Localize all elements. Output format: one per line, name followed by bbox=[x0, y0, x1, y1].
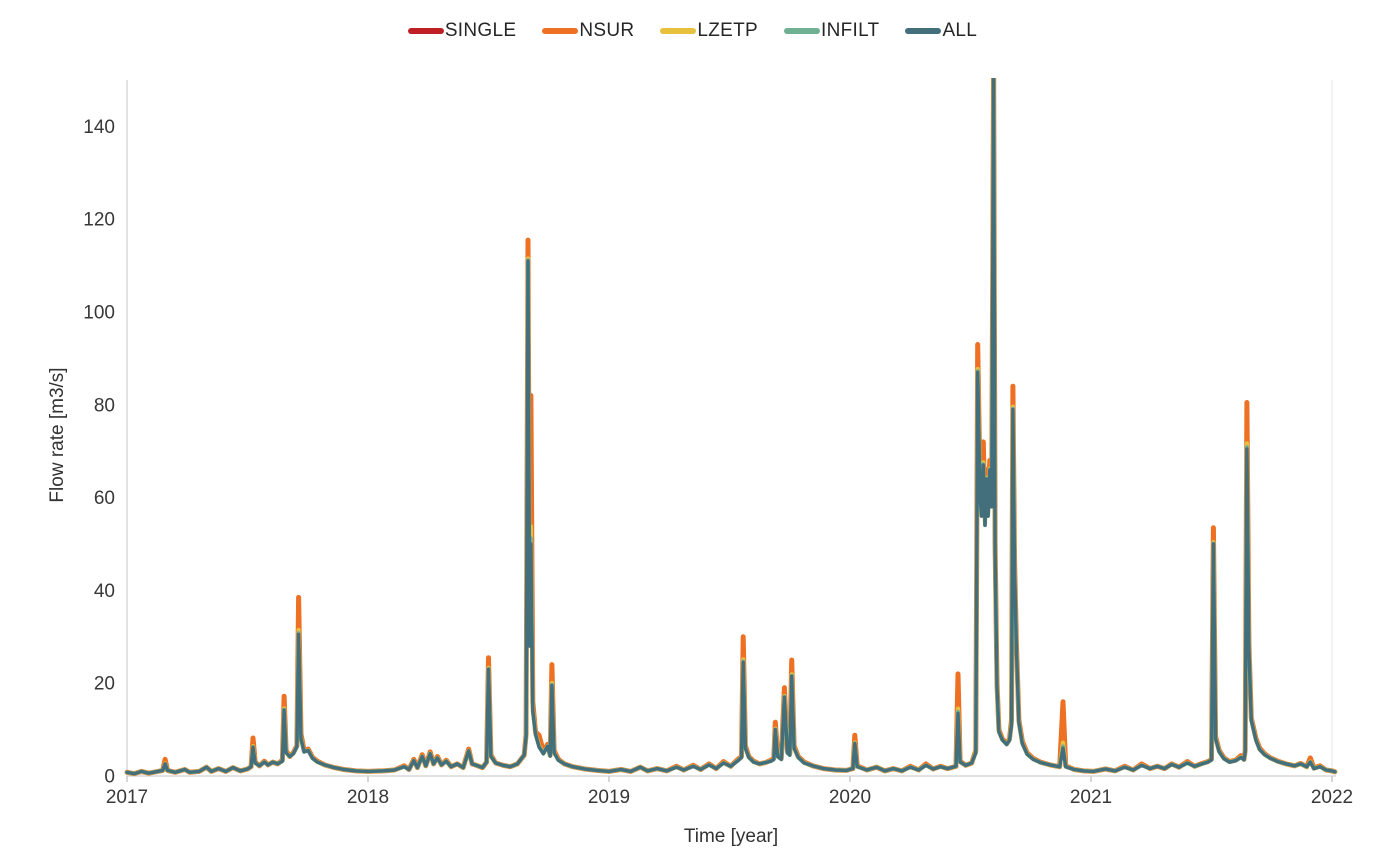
y-tick-label: 80 bbox=[94, 395, 115, 416]
x-tick-label: 2018 bbox=[347, 787, 389, 808]
x-tick-label: 2017 bbox=[106, 787, 148, 808]
y-tick-label: 100 bbox=[83, 303, 115, 324]
y-tick-label: 60 bbox=[94, 488, 115, 509]
x-tick-label: 2019 bbox=[588, 787, 630, 808]
y-tick-label: 140 bbox=[83, 117, 115, 138]
legend-item-lzetp: LZETP bbox=[660, 20, 758, 42]
x-tick-label: 2022 bbox=[1311, 787, 1353, 808]
series-line-lzetp bbox=[124, 78, 1338, 776]
legend-item-all: ALL bbox=[905, 20, 977, 42]
tick-labels: 2017 2018 2019 2020 2021 2022 0 20 40 60 80 100 120 1… bbox=[83, 117, 1353, 808]
legend-swatch-lzetp-icon bbox=[660, 28, 697, 34]
legend-swatch-infilt-icon bbox=[784, 28, 820, 34]
x-tick-label: 2020 bbox=[829, 787, 871, 808]
legend-label-nsur: NSUR bbox=[579, 20, 635, 41]
y-tick-label: 0 bbox=[104, 767, 115, 788]
x-tick-label: 2021 bbox=[1070, 787, 1112, 808]
legend-label-lzetp: LZETP bbox=[697, 20, 758, 41]
legend-item-infilt: INFILT bbox=[784, 20, 879, 42]
legend-swatch-single-icon bbox=[407, 28, 444, 34]
chart-legend: SINGLE NSUR LZETP INFILT ALL bbox=[0, 20, 1385, 42]
series-line-all bbox=[125, 78, 1337, 776]
series-line-single bbox=[125, 78, 1337, 776]
legend-item-single: SINGLE bbox=[407, 20, 517, 42]
series-line-nsur bbox=[124, 78, 1338, 777]
legend-label-all: ALL bbox=[942, 20, 978, 41]
legend-label-single: SINGLE bbox=[444, 20, 517, 41]
x-axis-title: Time [year] bbox=[683, 826, 779, 847]
y-tick-label: 40 bbox=[94, 581, 115, 602]
legend-swatch-all-icon bbox=[905, 28, 942, 34]
series-lines bbox=[124, 78, 1338, 777]
legend-label-infilt: INFILT bbox=[821, 20, 880, 41]
legend-swatch-nsur-icon bbox=[542, 28, 579, 34]
y-tick-label: 20 bbox=[94, 674, 115, 695]
y-axis-title: Flow rate [m3/s] bbox=[47, 367, 68, 503]
series-line-infilt bbox=[125, 78, 1337, 776]
legend-item-nsur: NSUR bbox=[542, 20, 634, 42]
y-tick-label: 120 bbox=[83, 210, 115, 231]
axes bbox=[126, 80, 1336, 782]
